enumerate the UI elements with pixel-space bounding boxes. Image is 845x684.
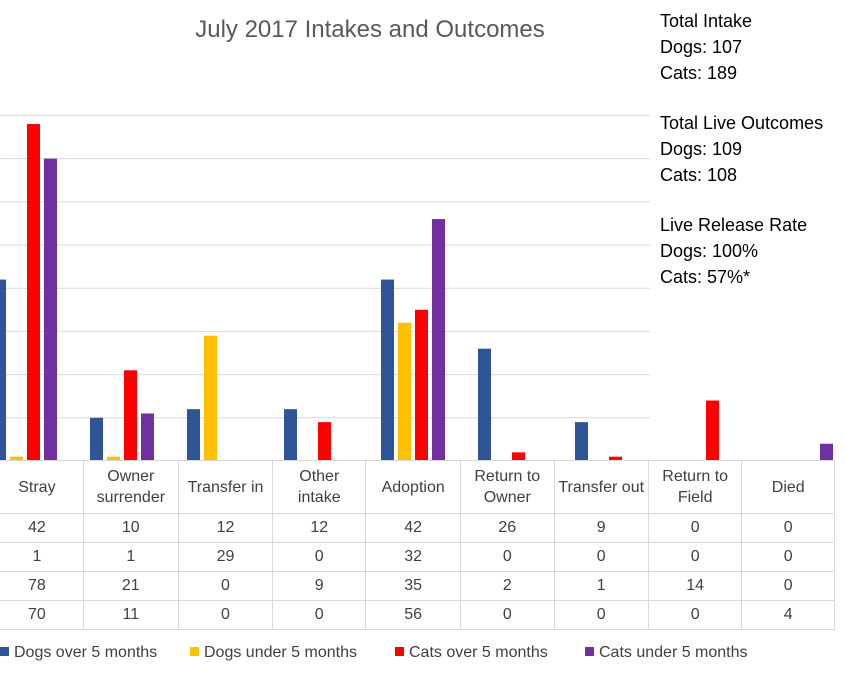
total-live-outcomes-dogs: Dogs: 109 xyxy=(660,139,743,159)
bar-dogs-over-5-months-other-intake xyxy=(284,409,297,461)
total-live-outcomes-cats: Cats: 108 xyxy=(660,165,738,185)
bar-dogs-over-5-months-transfer-in xyxy=(187,409,200,461)
live-release-rate-cats: Cats: 57%* xyxy=(660,267,751,287)
legend-item: Dogs under 5 months xyxy=(190,644,357,662)
category-label: Transfer out xyxy=(553,460,649,514)
table-cell: 0 xyxy=(647,542,743,572)
live-release-rate-dogs: Dogs: 100% xyxy=(660,241,759,261)
category-label: Other intake xyxy=(272,460,367,514)
legend-item: Cats under 5 months xyxy=(585,644,748,662)
live-release-rate-stats: Live Release Rate Dogs: 100% Cats: 57%* xyxy=(660,212,807,290)
category-label: Return to Field xyxy=(647,460,743,514)
legend-label: Dogs under 5 months xyxy=(204,644,357,661)
bar-cats-under-5-months-owner-surrender xyxy=(141,413,154,461)
legend-swatch xyxy=(585,647,594,656)
legend-item: Cats over 5 months xyxy=(395,644,548,662)
bar-cats-over-5-months-return-to-field xyxy=(706,400,719,461)
legend-item: Dogs over 5 months xyxy=(0,644,157,662)
legend-label: Dogs over 5 months xyxy=(14,644,158,661)
table-cell: 26 xyxy=(459,513,555,543)
table-cell: 32 xyxy=(365,542,461,572)
bar-dogs-under-5-months-transfer-in xyxy=(204,335,217,461)
bar-cats-over-5-months-adoption xyxy=(415,309,428,461)
category-label: Transfer in xyxy=(177,460,274,514)
bar-cats-under-5-months-adoption xyxy=(432,219,445,461)
chart-title: July 2017 Intakes and Outcomes xyxy=(195,16,545,43)
table-cell: 12 xyxy=(177,513,274,543)
category-label: Return to Owner xyxy=(459,460,555,514)
category-label: Adoption xyxy=(365,460,461,514)
bar-dogs-under-5-months-stray xyxy=(10,456,23,461)
table-cell: 0 xyxy=(647,600,743,630)
bar-cats-over-5-months-stray xyxy=(27,124,40,461)
table-cell: 56 xyxy=(365,600,461,630)
table-cell: 0 xyxy=(459,542,555,572)
table-cell: 0 xyxy=(647,513,743,543)
bar-dogs-over-5-months-return-to-owner xyxy=(478,348,491,461)
legend-swatch xyxy=(190,647,199,656)
bar-cats-over-5-months-return-to-owner xyxy=(512,452,525,461)
table-cell: 2 xyxy=(459,571,555,601)
table-cell: 0 xyxy=(553,542,649,572)
legend-swatch xyxy=(395,647,404,656)
bar-dogs-over-5-months-transfer-out xyxy=(575,422,588,461)
bar-dogs-over-5-months-stray xyxy=(0,279,6,461)
table-cell: 42 xyxy=(0,513,84,543)
table-cell: 42 xyxy=(365,513,461,543)
total-intake-dogs: Dogs: 107 xyxy=(660,37,743,57)
table-row: 1 1 29 0 32 0 0 0 0 xyxy=(0,542,835,572)
category-label: Died xyxy=(741,460,835,514)
table-cell: 9 xyxy=(553,513,649,543)
table-cell: 35 xyxy=(365,571,461,601)
table-cell: 1 xyxy=(0,542,84,572)
table-cell: 12 xyxy=(272,513,367,543)
bar-dogs-over-5-months-owner-surrender xyxy=(90,417,103,461)
total-intake-cats: Cats: 189 xyxy=(660,63,738,83)
table-cell: 9 xyxy=(272,571,367,601)
total-intake-stats: Total Intake Dogs: 107 Cats: 189 xyxy=(660,8,752,86)
table-cell: 21 xyxy=(82,571,179,601)
legend-swatch xyxy=(0,647,9,656)
bar-cats-over-5-months-transfer-out xyxy=(609,456,622,461)
table-cell: 0 xyxy=(741,513,835,543)
bar-cats-under-5-months-died xyxy=(820,443,833,461)
table-cell: 1 xyxy=(82,542,179,572)
chart-data-table: Stray Owner surrender Transfer in Other intak… xyxy=(0,460,835,630)
table-cell: 0 xyxy=(272,600,367,630)
bar-dogs-under-5-months-owner-surrender xyxy=(107,456,120,461)
total-live-outcomes-stats: Total Live Outcomes Dogs: 109 Cats: 108 xyxy=(660,110,823,188)
table-row: 42 10 12 12 42 26 9 0 0 xyxy=(0,513,835,543)
table-cell: 70 xyxy=(0,600,84,630)
legend-label: Cats under 5 months xyxy=(599,644,748,661)
table-cell: 10 xyxy=(82,513,179,543)
bar-cats-over-5-months-owner-surrender xyxy=(124,370,137,461)
category-label: Stray xyxy=(0,460,84,514)
table-row: 78 21 0 9 35 2 1 14 0 xyxy=(0,571,835,601)
table-cell: 0 xyxy=(272,542,367,572)
table-cell: 29 xyxy=(177,542,274,572)
table-row: 70 11 0 0 56 0 0 0 4 xyxy=(0,600,835,630)
bar-cats-under-5-months-stray xyxy=(44,158,57,461)
table-cell: 0 xyxy=(741,571,835,601)
bar-chart-plot xyxy=(0,114,833,461)
table-cell: 0 xyxy=(459,600,555,630)
live-release-rate-heading: Live Release Rate xyxy=(660,215,808,235)
table-cell: 4 xyxy=(741,600,835,630)
legend-label: Cats over 5 months xyxy=(409,644,548,661)
table-cell: 14 xyxy=(647,571,743,601)
table-cell: 78 xyxy=(0,571,84,601)
table-cell: 11 xyxy=(82,600,179,630)
table-cell: 0 xyxy=(177,571,274,601)
category-label: Owner surrender xyxy=(82,460,179,514)
table-cell: 0 xyxy=(741,542,835,572)
total-live-outcomes-heading: Total Live Outcomes xyxy=(660,113,824,133)
bar-cats-over-5-months-other-intake xyxy=(318,422,331,461)
table-cell: 0 xyxy=(177,600,274,630)
table-cell: 1 xyxy=(553,571,649,601)
bar-dogs-under-5-months-adoption xyxy=(398,322,411,461)
total-intake-heading: Total Intake xyxy=(660,11,753,31)
table-header-row: Stray Owner surrender Transfer in Other intak… xyxy=(0,460,835,514)
table-cell: 0 xyxy=(553,600,649,630)
bar-dogs-over-5-months-adoption xyxy=(381,279,394,461)
